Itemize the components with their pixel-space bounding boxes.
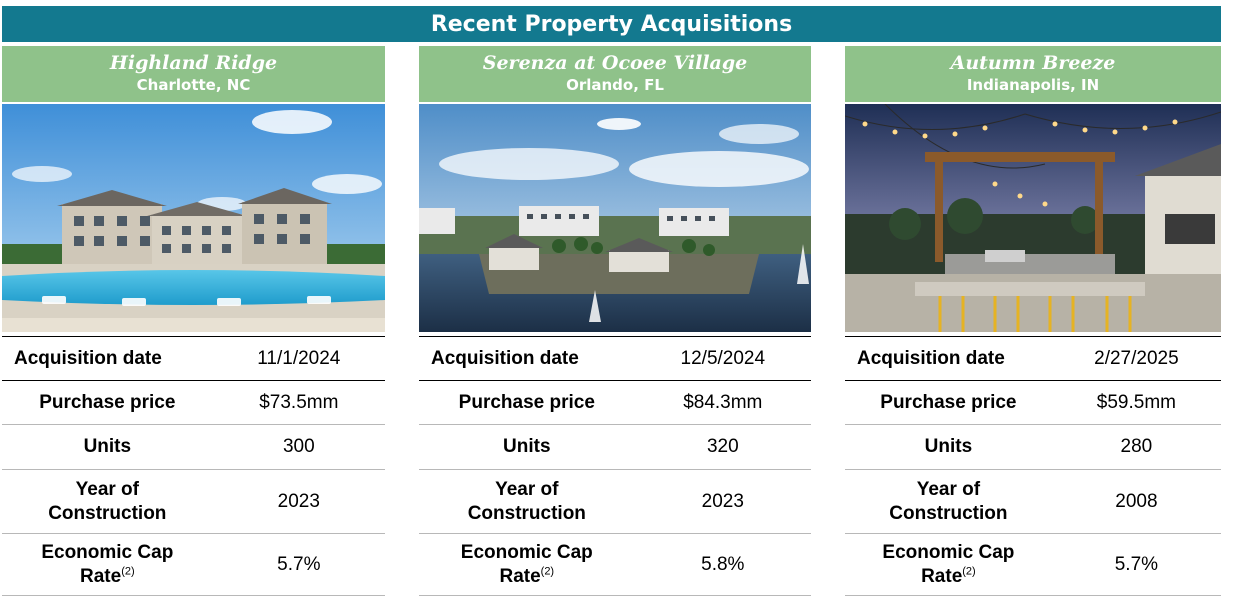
- value-year-of-construction: 2023: [212, 469, 385, 534]
- label-units: Units: [419, 424, 635, 470]
- label-cap-line1: Economic Cap: [41, 541, 174, 563]
- value-units: 300: [212, 424, 385, 470]
- property-card-serenza: Serenza at Ocoee Village Orlando, FL: [419, 46, 811, 596]
- value-economic-cap-rate: 5.7%: [212, 533, 385, 596]
- property-card-header: Serenza at Ocoee Village Orlando, FL: [419, 46, 811, 102]
- row-purchase-price: Purchase price $73.5mm: [2, 380, 385, 425]
- row-units: Units 280: [845, 424, 1221, 470]
- row-year-of-construction: Year of Construction 2023: [2, 469, 385, 534]
- label-year-of-construction: Year of Construction: [2, 469, 213, 534]
- value-units: 280: [1051, 424, 1221, 470]
- label-year-of-construction: Year of Construction: [419, 469, 635, 534]
- label-year-of-construction: Year of Construction: [845, 469, 1052, 534]
- label-year-line2: Construction: [48, 502, 167, 524]
- value-purchase-price: $73.5mm: [212, 380, 385, 425]
- value-acquisition-date: 11/1/2024: [212, 336, 385, 381]
- row-purchase-price: Purchase price $59.5mm: [845, 380, 1221, 425]
- property-card-header: Autumn Breeze Indianapolis, IN: [845, 46, 1221, 102]
- label-acquisition-date: Acquisition date: [2, 336, 213, 381]
- value-purchase-price: $59.5mm: [1051, 380, 1221, 425]
- property-location: Charlotte, NC: [136, 76, 251, 94]
- footnote-marker: (2): [962, 565, 976, 578]
- property-facts-table: Acquisition date 12/5/2024 Purchase pric…: [419, 336, 811, 596]
- label-year-line1: Year of: [75, 478, 139, 500]
- row-economic-cap-rate: Economic Cap Rate(2) 5.8%: [419, 533, 811, 596]
- row-acquisition-date: Acquisition date 11/1/2024: [2, 336, 385, 381]
- label-purchase-price: Purchase price: [2, 380, 213, 425]
- page-title-banner: Recent Property Acquisitions: [2, 6, 1221, 42]
- row-units: Units 320: [419, 424, 811, 470]
- label-economic-cap-rate: Economic Cap Rate(2): [845, 533, 1052, 596]
- value-year-of-construction: 2023: [634, 469, 811, 534]
- label-year-line1: Year of: [495, 478, 559, 500]
- label-year-line2: Construction: [467, 502, 586, 524]
- page-title: Recent Property Acquisitions: [430, 11, 793, 37]
- footnote-marker: (2): [540, 565, 555, 578]
- aerial-lake-community-photo: [419, 104, 811, 332]
- footnote-marker: (2): [121, 565, 135, 578]
- row-year-of-construction: Year of Construction 2023: [419, 469, 811, 534]
- row-acquisition-date: Acquisition date 12/5/2024: [419, 336, 811, 381]
- outdoor-pergola-grill-photo: [845, 104, 1221, 332]
- value-units: 320: [634, 424, 811, 470]
- value-year-of-construction: 2008: [1051, 469, 1221, 534]
- property-name: Serenza at Ocoee Village: [482, 52, 748, 74]
- label-year-line2: Construction: [889, 502, 1008, 524]
- label-purchase-price: Purchase price: [845, 380, 1052, 425]
- value-acquisition-date: 2/27/2025: [1051, 336, 1221, 381]
- label-economic-cap-rate: Economic Cap Rate(2): [419, 533, 635, 596]
- label-cap-line2: Rate: [921, 565, 963, 587]
- row-economic-cap-rate: Economic Cap Rate(2) 5.7%: [2, 533, 385, 596]
- label-cap-line1: Economic Cap: [882, 541, 1015, 563]
- label-economic-cap-rate: Economic Cap Rate(2): [2, 533, 213, 596]
- row-year-of-construction: Year of Construction 2008: [845, 469, 1221, 534]
- property-location: Orlando, FL: [566, 76, 664, 94]
- value-acquisition-date: 12/5/2024: [634, 336, 811, 381]
- row-economic-cap-rate: Economic Cap Rate(2) 5.7%: [845, 533, 1221, 596]
- property-facts-table: Acquisition date 11/1/2024 Purchase pric…: [2, 336, 385, 596]
- value-economic-cap-rate: 5.7%: [1051, 533, 1221, 596]
- label-units: Units: [845, 424, 1052, 470]
- property-card-highland-ridge: Highland Ridge Charlotte, NC: [2, 46, 385, 596]
- row-acquisition-date: Acquisition date 2/27/2025: [845, 336, 1221, 381]
- label-year-line1: Year of: [916, 478, 981, 500]
- property-card-header: Highland Ridge Charlotte, NC: [2, 46, 385, 102]
- apartment-pool-photo: [2, 104, 385, 332]
- label-acquisition-date: Acquisition date: [419, 336, 635, 381]
- property-name: Autumn Breeze: [950, 52, 1116, 74]
- property-name: Highland Ridge: [109, 52, 278, 74]
- value-economic-cap-rate: 5.8%: [634, 533, 811, 596]
- label-acquisition-date: Acquisition date: [845, 336, 1052, 381]
- label-cap-line2: Rate: [80, 565, 122, 587]
- row-purchase-price: Purchase price $84.3mm: [419, 380, 811, 425]
- label-cap-line2: Rate: [499, 565, 541, 587]
- property-facts-table: Acquisition date 2/27/2025 Purchase pric…: [845, 336, 1221, 596]
- property-card-autumn-breeze: Autumn Breeze Indianapolis, IN: [845, 46, 1221, 596]
- row-units: Units 300: [2, 424, 385, 470]
- label-purchase-price: Purchase price: [419, 380, 635, 425]
- value-purchase-price: $84.3mm: [634, 380, 811, 425]
- property-location: Indianapolis, IN: [966, 76, 1100, 94]
- label-units: Units: [2, 424, 213, 470]
- label-cap-line1: Economic Cap: [460, 541, 593, 563]
